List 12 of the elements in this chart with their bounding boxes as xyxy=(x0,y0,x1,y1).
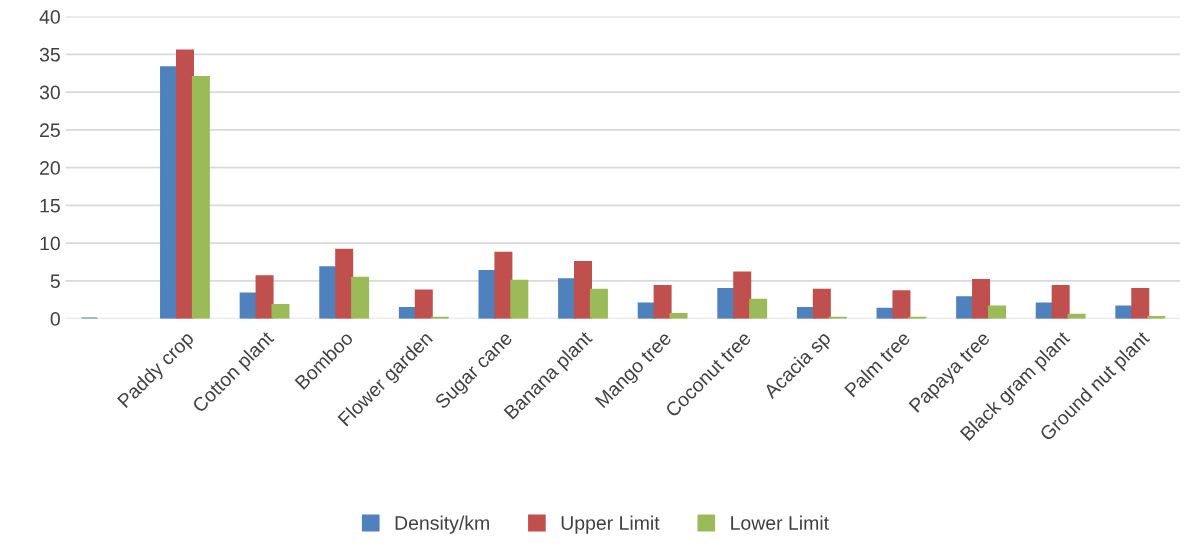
legend-label: Density/km xyxy=(395,515,489,534)
y-tick-label: 40 xyxy=(39,10,60,24)
y-tick-label: 10 xyxy=(40,236,60,251)
legend-label: Upper Limit xyxy=(561,515,660,534)
y-tick-label: 25 xyxy=(40,123,60,138)
legend-label: Lower Limit xyxy=(731,515,829,530)
y-tick-label: 0 xyxy=(50,312,60,326)
y-tick-label: 30 xyxy=(39,85,60,100)
y-tick-label: 5 xyxy=(50,274,60,289)
y-tick-label: 20 xyxy=(40,161,60,175)
y-tick-label: 15 xyxy=(40,198,60,213)
y-tick-label: 35 xyxy=(39,47,60,62)
